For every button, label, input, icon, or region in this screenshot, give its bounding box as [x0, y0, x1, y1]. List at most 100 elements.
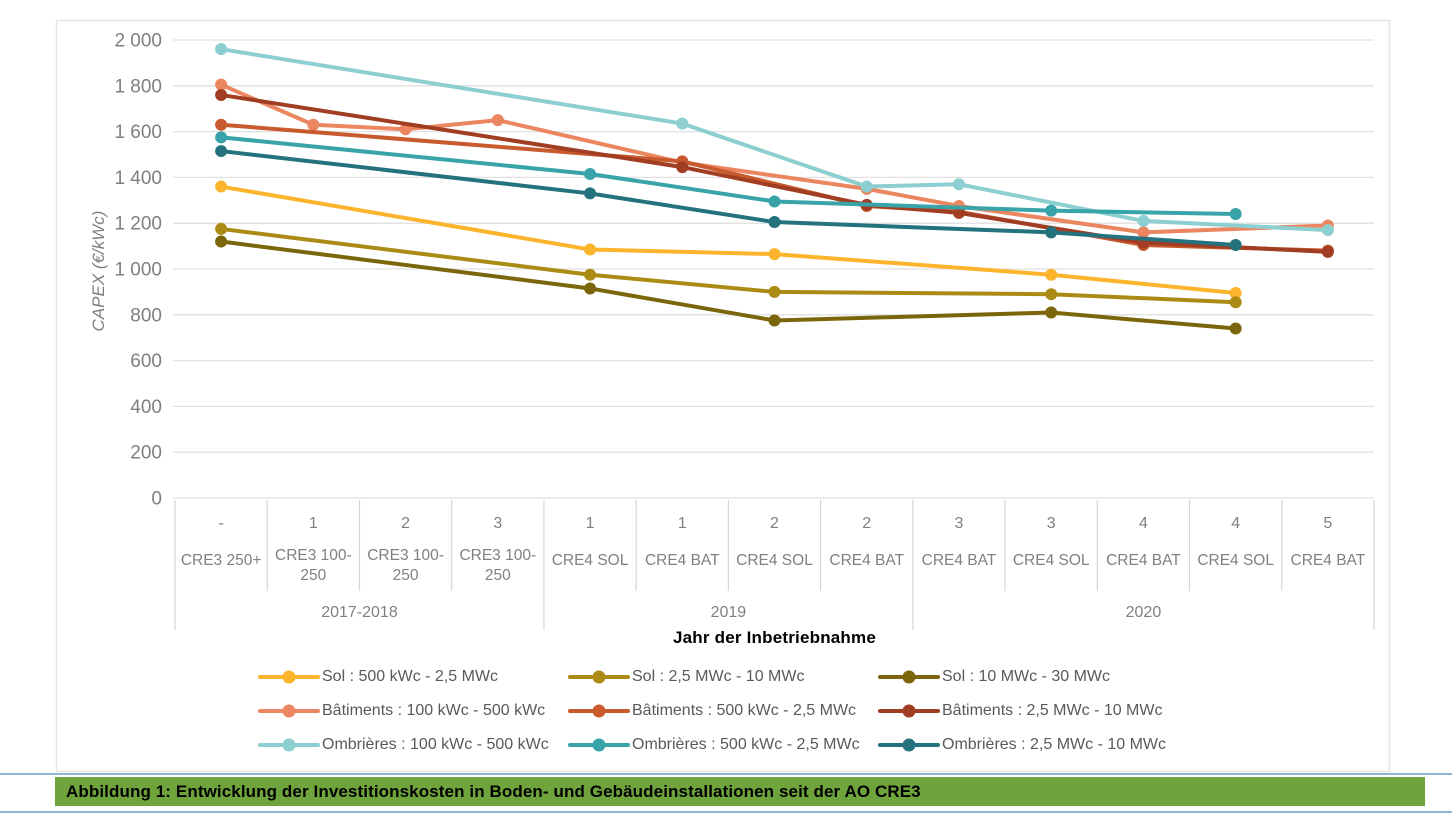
data-point-marker	[215, 131, 228, 144]
x-period-label: 4	[1139, 515, 1148, 532]
data-point-marker	[399, 123, 412, 136]
x-category-label: CRE4 BAT	[1106, 552, 1181, 569]
y-tick-label: 600	[130, 351, 162, 372]
x-category-label: 250	[485, 567, 511, 584]
x-category-label: CRE4 SOL	[552, 552, 629, 569]
figure-caption-text: Abbildung 1: Entwicklung der Investition…	[66, 781, 921, 801]
legend-swatch-icon	[258, 738, 320, 751]
legend-label: Ombrières : 500 kWc - 2,5 MWc	[632, 735, 860, 753]
y-tick-label: 0	[151, 489, 162, 510]
y-tick-label: 1 800	[114, 76, 162, 97]
legend-label: Sol : 2,5 MWc - 10 MWc	[632, 667, 805, 685]
y-tick-label: 1 200	[114, 214, 162, 235]
x-period-label: 2	[401, 515, 410, 532]
data-point-marker	[215, 235, 228, 248]
data-point-marker	[1321, 224, 1334, 237]
data-point-marker	[768, 195, 781, 208]
data-point-marker	[768, 248, 781, 261]
legend-label: Sol : 500 kWc - 2,5 MWc	[322, 667, 499, 685]
data-point-marker	[1229, 287, 1242, 300]
legend-label: Ombrières : 100 kWc - 500 kWc	[322, 735, 549, 753]
data-point-marker	[1045, 226, 1058, 239]
legend: Sol : 500 kWc - 2,5 MWc Sol : 2,5 MWc - …	[258, 664, 1208, 757]
legend-item: Ombrières : 500 kWc - 2,5 MWc	[568, 732, 878, 757]
data-point-marker	[1045, 204, 1058, 217]
data-point-marker	[584, 167, 597, 180]
legend-item: Ombrières : 100 kWc - 500 kWc	[258, 732, 568, 757]
y-tick-label: 2 000	[114, 31, 162, 52]
data-point-marker	[215, 88, 228, 101]
data-point-marker	[952, 178, 965, 191]
data-point-marker	[860, 180, 873, 193]
x-category-label: CRE3 100-	[275, 547, 352, 564]
legend-label: Sol : 10 MWc - 30 MWc	[942, 667, 1111, 685]
bottom-rule	[0, 811, 1452, 813]
legend-item: Bâtiments : 2,5 MWc - 10 MWc	[878, 698, 1208, 723]
data-point-marker	[584, 243, 597, 256]
legend-label: Ombrières : 2,5 MWc - 10 MWc	[942, 735, 1167, 753]
x-period-label: 4	[1231, 515, 1240, 532]
legend-label: Bâtiments : 500 kWc - 2,5 MWc	[632, 701, 857, 719]
x-category-label: CRE4 BAT	[645, 552, 720, 569]
data-point-marker	[215, 222, 228, 235]
data-point-marker	[1045, 288, 1058, 301]
data-point-marker	[676, 161, 689, 174]
x-category-label: CRE4 SOL	[736, 552, 813, 569]
data-point-marker	[768, 216, 781, 229]
data-point-marker	[215, 43, 228, 56]
data-point-marker	[584, 268, 597, 281]
series-line	[219, 149, 1238, 247]
x-category-label: CRE4 BAT	[829, 552, 904, 569]
x-period-label: 2	[862, 515, 871, 532]
legend-item: Bâtiments : 500 kWc - 2,5 MWc	[568, 698, 878, 723]
data-point-marker	[1229, 296, 1242, 309]
figure-caption-bar: Abbildung 1: Entwicklung der Investition…	[55, 777, 1425, 806]
y-tick-label: 1 600	[114, 122, 162, 143]
data-point-marker	[1045, 306, 1058, 319]
legend-item: Bâtiments : 100 kWc - 500 kWc	[258, 698, 568, 723]
data-point-marker	[1045, 268, 1058, 281]
data-point-marker	[1229, 238, 1242, 251]
legend-swatch-icon	[568, 738, 630, 751]
y-tick-label: 200	[130, 443, 162, 464]
data-point-marker	[768, 314, 781, 327]
x-period-label: 3	[955, 515, 964, 532]
capex-line-chart: 0 200 400 600 800 1 000 1 200 1 400 1 600 1 800 2 …	[55, 19, 1391, 772]
y-axis-title: CAPEX (€/kWc)	[89, 211, 108, 332]
x-category-label: CRE4 BAT	[922, 552, 997, 569]
y-tick-label: 800	[130, 305, 162, 326]
legend-label: Bâtiments : 2,5 MWc - 10 MWc	[942, 701, 1163, 719]
data-point-marker	[768, 285, 781, 298]
chart-frame	[55, 19, 1391, 772]
year-group-label: 2020	[1126, 604, 1162, 621]
data-point-marker	[215, 78, 228, 91]
data-point-marker	[1137, 214, 1150, 227]
y-tick-label: 1 000	[114, 260, 162, 281]
data-point-marker	[1321, 245, 1334, 258]
year-group-label: 2017-2018	[321, 604, 398, 621]
data-point-marker	[952, 206, 965, 219]
series-line	[219, 47, 1330, 233]
series-line	[219, 226, 1238, 305]
x-period-label: -	[218, 515, 223, 532]
x-period-label: 3	[493, 515, 502, 532]
x-category-label: CRE3 100-	[459, 547, 536, 564]
legend-swatch-icon	[878, 738, 940, 751]
series-line	[219, 92, 1330, 254]
legend-swatch-icon	[878, 704, 940, 717]
x-period-label: 1	[309, 515, 318, 532]
x-category-label: CRE3 250+	[181, 552, 262, 569]
legend-label: Bâtiments : 100 kWc - 500 kWc	[322, 701, 546, 719]
x-category-label: 250	[393, 567, 419, 584]
x-category-label: CRE4 BAT	[1291, 552, 1366, 569]
x-category-label: CRE4 SOL	[1197, 552, 1274, 569]
data-point-marker	[1229, 322, 1242, 335]
y-tick-label: 1 400	[114, 168, 162, 189]
data-point-marker	[676, 117, 689, 130]
x-category-label: CRE3 100-	[367, 547, 444, 564]
x-period-label: 5	[1323, 515, 1332, 532]
year-group-label: 2019	[711, 604, 747, 621]
data-point-marker	[307, 118, 320, 131]
legend-swatch-icon	[568, 704, 630, 717]
